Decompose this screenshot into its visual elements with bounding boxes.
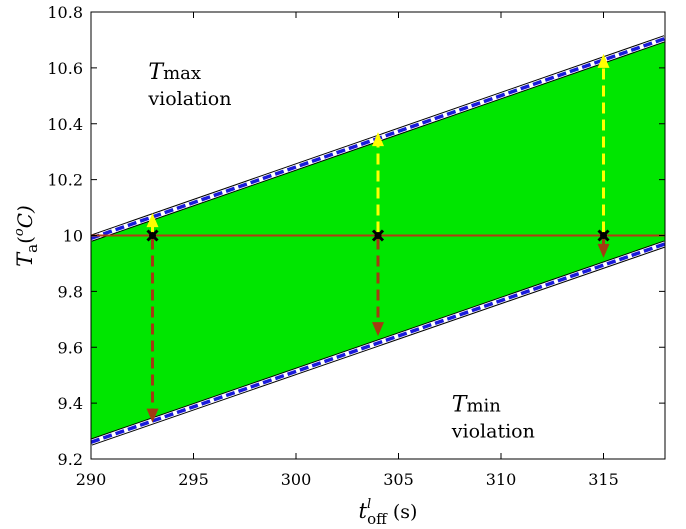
x-axis: 290 295 300 305 310 315: [76, 12, 619, 489]
y-tick-label: 10.8: [47, 3, 83, 22]
y-tick-label: 9.6: [58, 338, 83, 357]
y-axis-label: Ta(oC): [12, 205, 41, 267]
event-3-marker: [597, 229, 610, 242]
tmax-violation-text: violation: [147, 88, 231, 110]
x-tick-label: 300: [281, 470, 312, 489]
y-tick-label: 10.6: [47, 59, 83, 78]
plot-area: [91, 35, 665, 446]
axis-labels: tl off (s) Ta(oC): [12, 205, 417, 528]
lower-bound-line: [91, 240, 665, 446]
event-2-marker: [371, 229, 385, 242]
x-tick-label: 305: [383, 470, 414, 489]
tmin-violation-text: violation: [451, 421, 535, 443]
x-tick-label: 310: [486, 470, 517, 489]
y-tick-label: 10.4: [47, 115, 83, 134]
tmin-label: Tmin: [452, 393, 502, 418]
event-3-down-arrow: [597, 238, 610, 258]
event-2-up-arrow: [372, 132, 384, 233]
y-tick-label: 10: [63, 227, 83, 246]
y-tick-label: 9.4: [58, 394, 83, 413]
event-2-down-arrow: [372, 238, 384, 337]
event-1-down-arrow: [146, 238, 159, 423]
annotations: Tmax violation Tmin violation: [147, 60, 534, 442]
y-tick-label: 10.2: [47, 171, 83, 190]
x-axis-label: tl off (s): [359, 497, 418, 528]
event-3-up-arrow: [597, 53, 610, 233]
y-axis: 9.2 9.4 9.6 9.8 10 10.2 10.4 10.6 10.8: [47, 3, 665, 469]
y-tick-label: 9.8: [58, 282, 83, 301]
tmax-label: Tmax: [148, 60, 201, 85]
x-tick-label: 295: [178, 470, 209, 489]
event-1-marker: [146, 229, 159, 242]
event-1-up-arrow: [146, 213, 159, 233]
y-tick-label: 9.2: [58, 450, 83, 469]
x-tick-label: 290: [76, 470, 107, 489]
x-tick-label: 315: [588, 470, 619, 489]
